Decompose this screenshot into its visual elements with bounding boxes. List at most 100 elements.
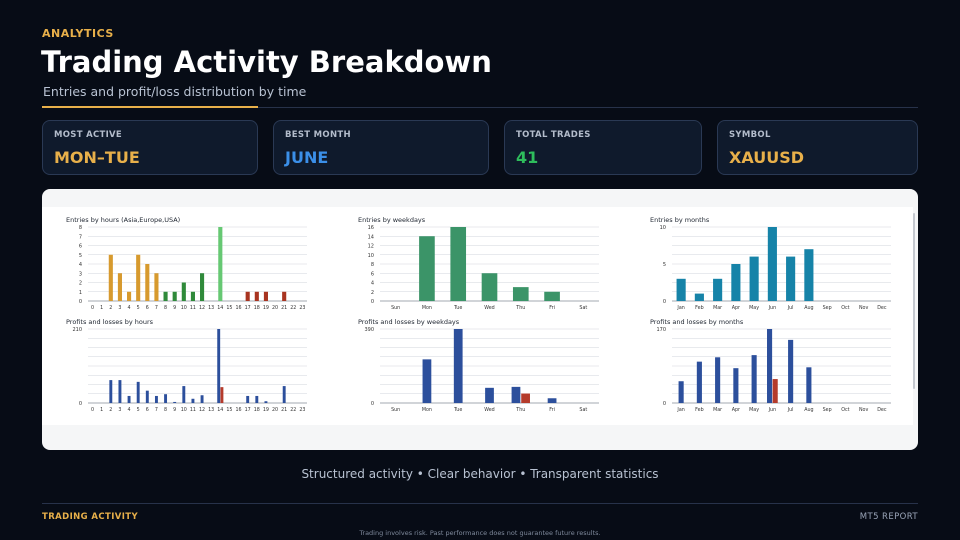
x-tick-label: Tue: [453, 407, 462, 413]
x-tick-label: Mon: [422, 305, 432, 311]
x-tick-label: 6: [146, 407, 149, 413]
x-tick-label: 15: [226, 407, 232, 413]
x-tick-label: 16: [236, 305, 242, 311]
y-tick-label: 0: [663, 401, 666, 407]
loss-bar: [772, 379, 778, 403]
bar: [767, 227, 777, 301]
x-tick-label: 14: [217, 407, 223, 413]
y-tick-label: 5: [79, 253, 82, 259]
bar: [190, 291, 195, 301]
y-tick-label: 1: [79, 290, 82, 296]
x-tick-label: Jun: [768, 407, 777, 413]
x-tick-label: May: [749, 305, 759, 311]
profit-bar: [453, 329, 463, 403]
stat-label: MOST ACTIVE: [54, 130, 123, 140]
y-tick-label: 5: [663, 262, 666, 268]
y-tick-label: 0: [371, 299, 374, 305]
x-tick-label: Apr: [732, 407, 740, 413]
bar: [544, 291, 560, 301]
bar: [512, 287, 529, 301]
y-tick-label: 0: [371, 401, 374, 407]
chart-entries-by-hours: Entries by hours (Asia,Europe,USA)012345…: [66, 216, 307, 311]
x-tick-label: 5: [137, 407, 140, 413]
x-tick-label: 2: [109, 305, 112, 311]
x-tick-label: Sep: [823, 407, 832, 413]
y-tick-label: 10: [660, 225, 666, 231]
x-tick-label: Apr: [732, 305, 740, 311]
x-tick-label: 7: [155, 407, 158, 413]
x-tick-label: 9: [173, 407, 176, 413]
bar: [136, 254, 141, 301]
profit-bar: [182, 386, 186, 403]
x-tick-label: Mar: [713, 407, 722, 413]
profit-bar: [246, 395, 250, 403]
x-tick-label: 23: [299, 305, 305, 311]
y-tick-label: 0: [79, 401, 82, 407]
bar: [245, 291, 250, 301]
title-accent-divider: [42, 106, 258, 108]
bar: [713, 278, 723, 301]
x-tick-label: Aug: [804, 305, 813, 311]
y-tick-label: 14: [368, 234, 374, 240]
x-tick-label: 4: [128, 407, 131, 413]
bar: [172, 291, 177, 301]
bar: [163, 291, 168, 301]
x-tick-label: 12: [199, 305, 205, 311]
stat-card-total-trades: TOTAL TRADES 41: [504, 120, 702, 175]
x-tick-label: 23: [299, 407, 305, 413]
profit-bar: [264, 401, 268, 403]
y-tick-label: 3: [79, 271, 82, 277]
section-kicker: ANALYTICS: [42, 27, 114, 40]
profit-bar: [154, 395, 158, 403]
stat-card-symbol: SYMBOL XAUUSD: [717, 120, 918, 175]
y-tick-label: 170: [656, 327, 666, 333]
bar: [676, 278, 686, 301]
profit-bar: [255, 395, 259, 403]
footer-section-label: TRADING ACTIVITY: [42, 512, 139, 522]
stat-value: 41: [516, 148, 539, 167]
x-tick-label: Jan: [676, 407, 684, 413]
report-scrollbar[interactable]: [913, 213, 915, 389]
x-tick-label: 10: [181, 407, 187, 413]
x-tick-label: 22: [290, 305, 296, 311]
profit-bar: [200, 395, 204, 403]
stat-label: BEST MONTH: [285, 130, 351, 140]
profit-bar: [191, 398, 195, 403]
x-tick-label: 17: [245, 305, 251, 311]
y-tick-label: 4: [371, 281, 374, 287]
x-tick-label: Sat: [579, 407, 587, 413]
x-tick-label: May: [749, 407, 759, 413]
profit-bar: [485, 387, 494, 403]
x-tick-label: Wed: [484, 305, 494, 311]
profit-bar: [145, 390, 149, 403]
loss-bar: [521, 393, 530, 403]
x-tick-label: 19: [263, 305, 269, 311]
bar: [127, 291, 132, 301]
chart-title: Profits and losses by months: [650, 318, 744, 326]
y-tick-label: 12: [368, 244, 374, 250]
charts-panel: Entries by hours (Asia,Europe,USA) 0 1 2 3 4 5…: [42, 189, 918, 450]
footer-report-label: MT5 REPORT: [859, 512, 918, 522]
stat-label: TOTAL TRADES: [516, 130, 591, 140]
y-tick-label: 16: [368, 225, 374, 231]
x-tick-label: 22: [290, 407, 296, 413]
x-tick-label: Oct: [841, 407, 849, 413]
x-tick-label: 1: [100, 407, 103, 413]
profit-bar: [678, 381, 684, 403]
x-tick-label: 19: [263, 407, 269, 413]
x-tick-label: 20: [272, 305, 278, 311]
footer-divider: [42, 503, 918, 504]
x-tick-label: 15: [226, 305, 232, 311]
y-tick-label: 210: [72, 327, 82, 333]
y-tick-label: 2: [371, 290, 374, 296]
stat-card-most-active: MOST ACTIVE MON–TUE: [42, 120, 258, 175]
y-tick-label: 390: [364, 327, 374, 333]
x-tick-label: 7: [155, 305, 158, 311]
x-tick-label: 10: [181, 305, 187, 311]
y-tick-label: 10: [368, 253, 374, 259]
tagline: Structured activity • Clear behavior • T…: [301, 467, 659, 481]
loss-bar: [220, 387, 224, 403]
x-tick-label: 1: [100, 305, 103, 311]
x-tick-label: Aug: [804, 407, 813, 413]
